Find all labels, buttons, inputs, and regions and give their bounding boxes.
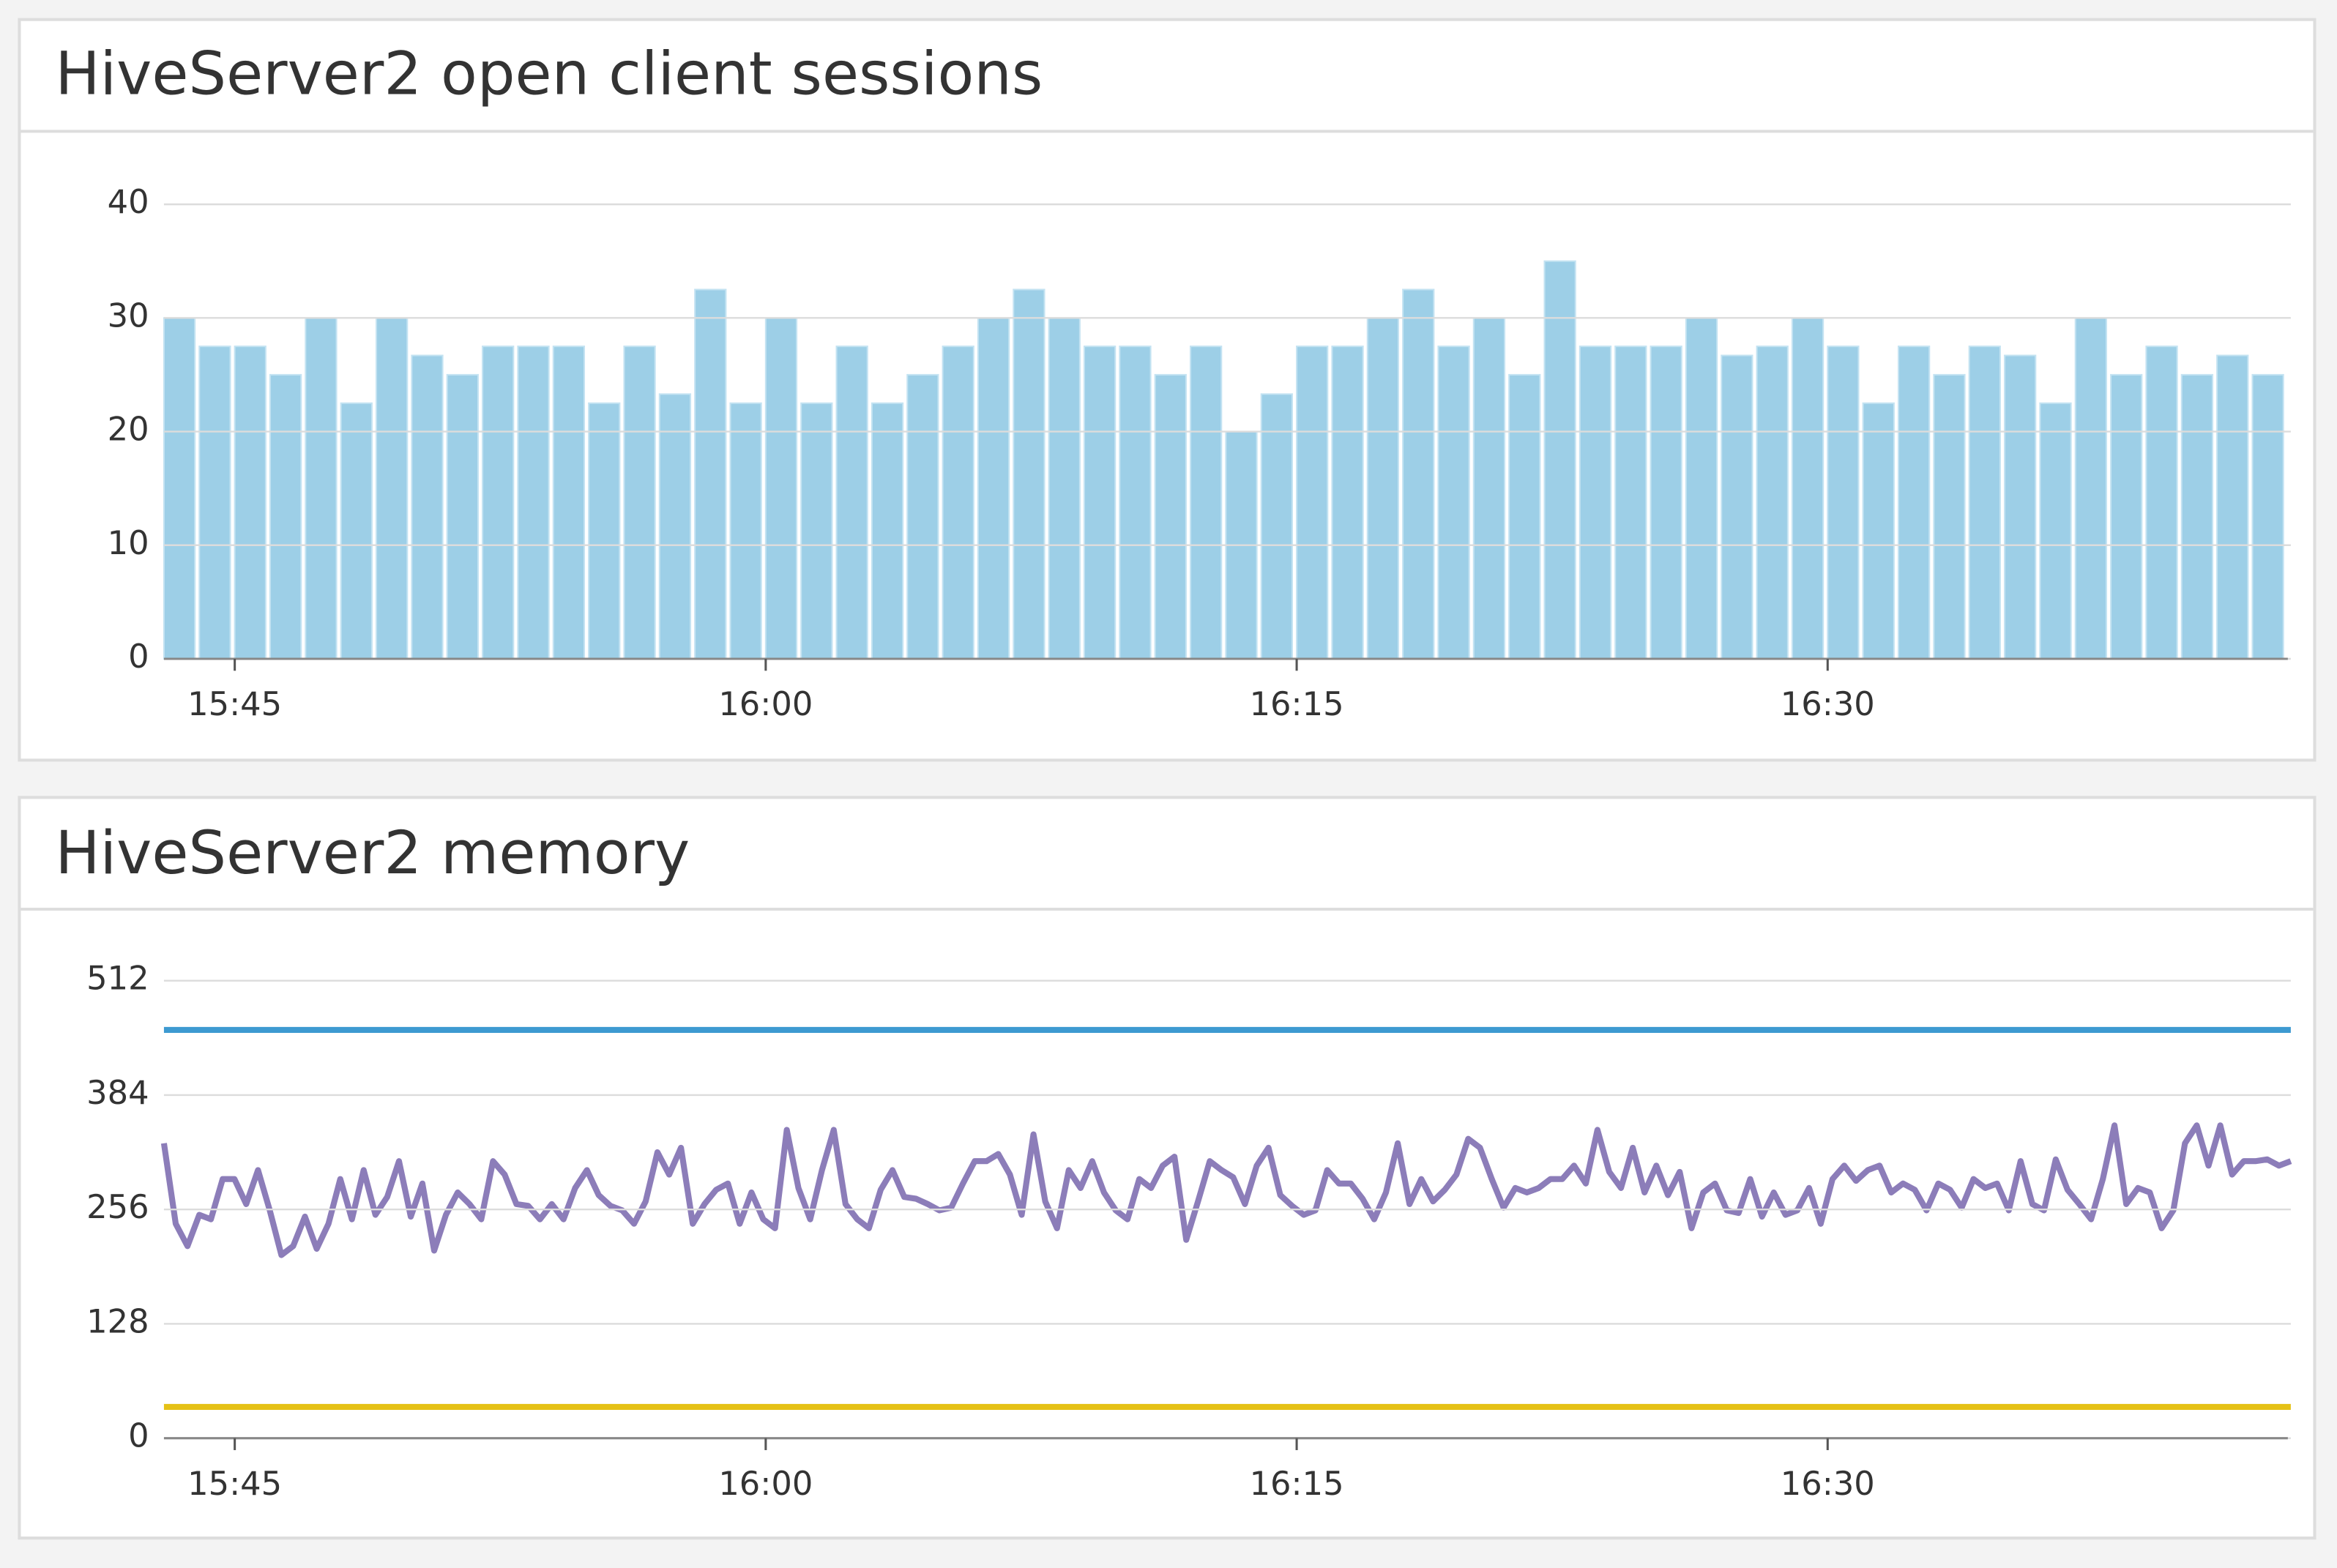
bar <box>871 402 904 660</box>
bar <box>658 393 692 660</box>
y-tick-label: 0 <box>128 637 149 676</box>
x-tick-label: 16:30 <box>1781 1464 1875 1503</box>
bar <box>906 373 939 660</box>
y-tick-label: 10 <box>108 523 149 562</box>
bar <box>340 402 373 660</box>
panel-title: HiveServer2 memory <box>55 818 690 888</box>
bar <box>764 317 798 660</box>
y-tick-label: 0 <box>128 1416 149 1455</box>
bar <box>1756 346 1789 660</box>
bar <box>623 346 656 660</box>
bar <box>1331 346 1364 660</box>
y-tick-label: 128 <box>86 1302 149 1340</box>
bar <box>1968 346 2001 660</box>
bar <box>305 317 338 660</box>
bar <box>1402 288 1435 660</box>
bar <box>942 346 974 660</box>
bar <box>517 346 550 660</box>
bar <box>1013 288 1046 660</box>
bar <box>1578 346 1612 660</box>
bar <box>1260 393 1293 660</box>
x-tick-label: 16:15 <box>1250 684 1344 723</box>
bar <box>2251 373 2284 660</box>
bar <box>375 317 409 660</box>
bar <box>1791 317 1824 660</box>
bar <box>835 346 868 660</box>
bar <box>1083 346 1117 660</box>
x-tick-label: 15:45 <box>187 1464 282 1503</box>
panel-title: HiveServer2 open client sessions <box>55 40 1043 109</box>
bar <box>2074 317 2107 660</box>
bar <box>1154 373 1187 660</box>
y-tick-label: 256 <box>86 1187 149 1226</box>
x-tick-label: 16:30 <box>1781 684 1875 723</box>
bar <box>1685 317 1718 660</box>
bar <box>1048 317 1081 660</box>
bar <box>2110 373 2143 660</box>
y-tick-label: 30 <box>108 296 149 335</box>
x-tick-label: 16:00 <box>718 684 813 723</box>
bar <box>446 373 479 660</box>
x-tick-label: 15:45 <box>187 684 282 723</box>
bar <box>1897 346 1931 660</box>
bar <box>411 354 444 660</box>
bar <box>482 346 515 660</box>
bar <box>1543 260 1576 660</box>
bar <box>552 346 586 660</box>
bar <box>1508 373 1541 660</box>
bar <box>163 317 196 660</box>
bar <box>2004 354 2037 660</box>
bar <box>1614 346 1647 660</box>
x-tick-label: 16:15 <box>1250 1464 1344 1503</box>
bar <box>1472 317 1506 660</box>
bar <box>2216 354 2249 660</box>
bar <box>800 402 833 660</box>
bar <box>1119 346 1152 660</box>
bar <box>1650 346 1682 660</box>
bar <box>694 288 727 660</box>
bar <box>977 317 1010 660</box>
bar <box>2039 402 2072 660</box>
y-tick-label: 512 <box>86 959 149 998</box>
bar <box>198 346 231 660</box>
y-tick-label: 40 <box>108 182 149 221</box>
bar <box>234 346 266 660</box>
y-tick-label: 20 <box>108 410 149 449</box>
bar <box>1190 346 1223 660</box>
x-tick-label: 16:00 <box>718 1464 813 1503</box>
bar <box>1366 317 1400 660</box>
bar <box>1721 354 1753 660</box>
bar <box>1827 346 1860 660</box>
bar <box>729 402 762 660</box>
bar <box>2145 346 2178 660</box>
bar <box>1933 373 1966 660</box>
bar <box>1296 346 1329 660</box>
bar <box>269 373 302 660</box>
bar <box>588 402 621 660</box>
bar <box>1862 402 1895 660</box>
line <box>160 1122 2292 1258</box>
y-tick-label: 384 <box>86 1073 149 1112</box>
bar <box>1437 346 1470 660</box>
bar <box>2180 373 2214 660</box>
